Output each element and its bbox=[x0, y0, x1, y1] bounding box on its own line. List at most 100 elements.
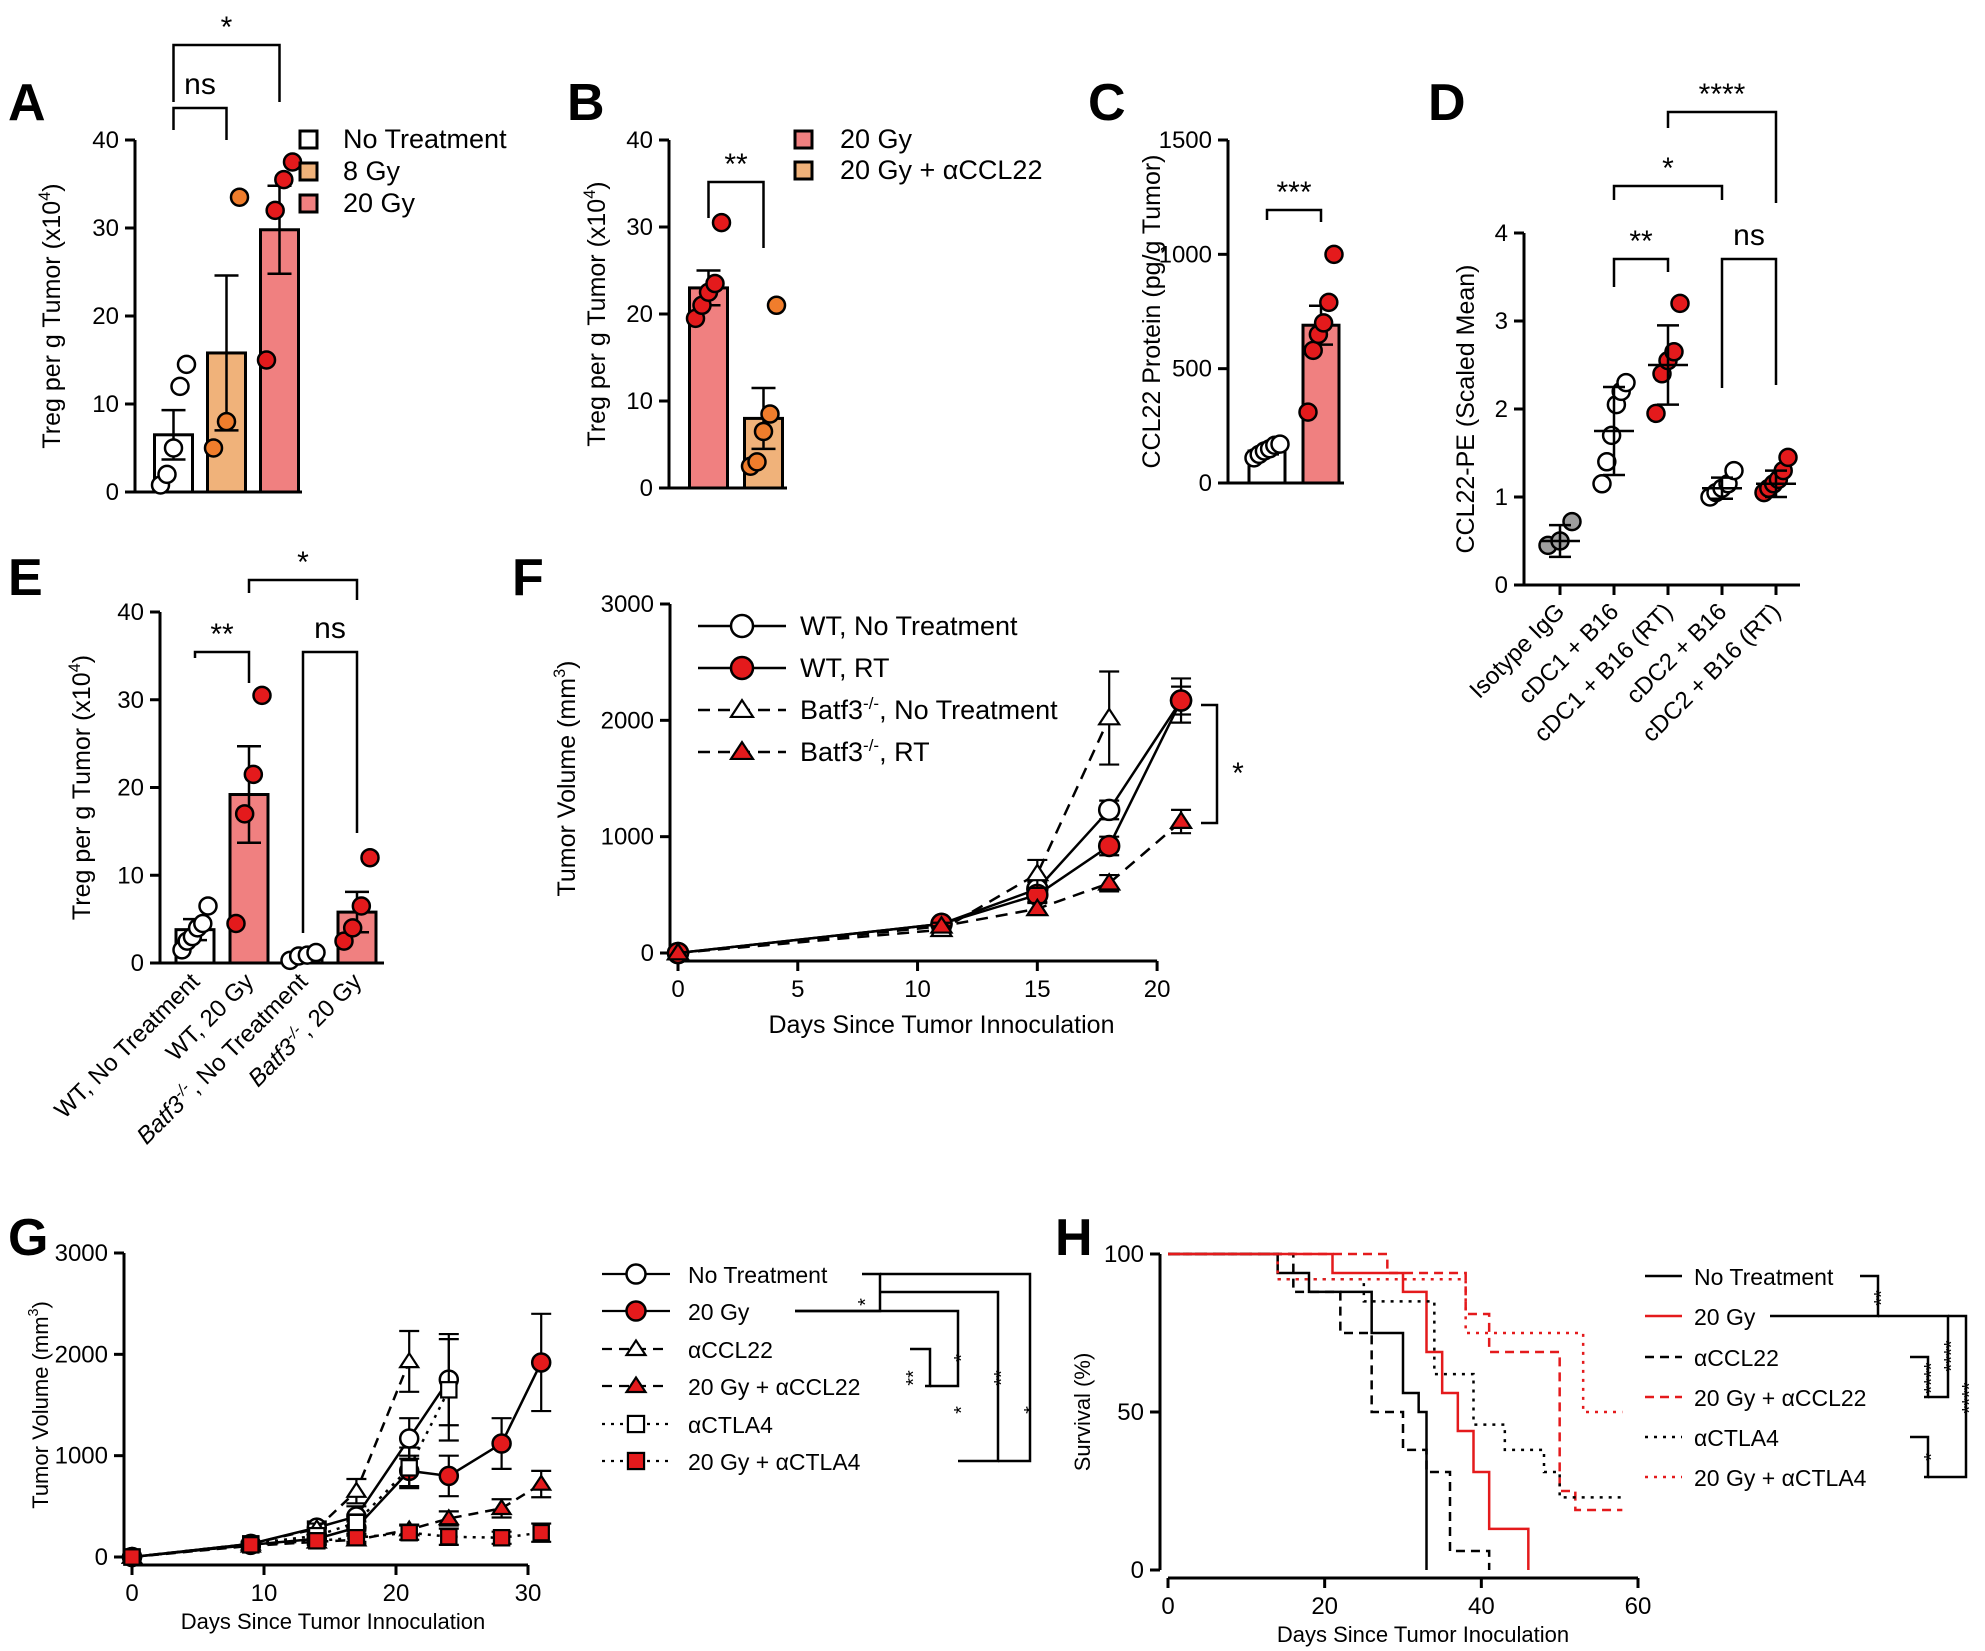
legend-label: αCTLA4 bbox=[1694, 1425, 1779, 1451]
legend-label-base: Batf3 bbox=[800, 695, 863, 725]
data-point bbox=[665, 941, 691, 961]
x-tick-label: 40 bbox=[1468, 1593, 1495, 1620]
data-point bbox=[1778, 447, 1798, 468]
x-tick-label: 0 bbox=[671, 976, 684, 1003]
data-point bbox=[347, 1528, 366, 1547]
comparison-label: * bbox=[855, 1298, 877, 1306]
bracket bbox=[301, 650, 359, 933]
legend-label: αCCL22 bbox=[1694, 1345, 1779, 1371]
y-tick-label: 3 bbox=[1495, 308, 1508, 335]
data-point bbox=[203, 438, 224, 458]
comparison-label: * bbox=[1021, 1406, 1043, 1414]
axis-label-exponent: 4 bbox=[581, 190, 599, 199]
data-point bbox=[1097, 872, 1122, 891]
data-point bbox=[229, 187, 250, 207]
significance-label: * bbox=[221, 11, 233, 44]
bracket bbox=[1612, 257, 1670, 287]
y-tick-label: 2000 bbox=[55, 1341, 108, 1368]
legend-label: WT, No Treatment bbox=[800, 611, 1018, 641]
comparison-label: * bbox=[951, 1354, 973, 1362]
legend-marker bbox=[625, 1300, 647, 1322]
data-point bbox=[1597, 452, 1617, 472]
bracket bbox=[1265, 208, 1323, 222]
series-line bbox=[131, 1360, 411, 1559]
significance-label: ns bbox=[314, 612, 346, 645]
x-axis-label: Days Since Tumor Innoculation bbox=[181, 1609, 486, 1634]
data-point bbox=[1592, 474, 1612, 494]
x-tick-label: 20 bbox=[383, 1580, 410, 1607]
y-tick-label: 0 bbox=[1199, 470, 1212, 497]
series-line bbox=[131, 1482, 542, 1559]
y-tick-label: 500 bbox=[1172, 356, 1212, 383]
data-point bbox=[226, 913, 246, 934]
data-point bbox=[265, 200, 285, 221]
legend-swatch bbox=[298, 193, 319, 214]
panel-label: B bbox=[567, 74, 605, 132]
data-point bbox=[753, 421, 774, 442]
axis-label-end: ) bbox=[28, 1301, 53, 1308]
data-point bbox=[1025, 862, 1050, 882]
data-point bbox=[1097, 834, 1121, 858]
y-tick-label: 20 bbox=[117, 775, 144, 802]
x-tick-label: 5 bbox=[791, 976, 804, 1003]
data-point bbox=[334, 931, 354, 951]
data-point bbox=[929, 915, 954, 934]
y-axis-label: Treg per g Tumor (x104) bbox=[36, 183, 66, 448]
y-tick-label: 4 bbox=[1495, 220, 1508, 247]
comparison-label: **** bbox=[1941, 1340, 1963, 1371]
comparison-bracket bbox=[1770, 1274, 1880, 1318]
comparison-bracket bbox=[1928, 1314, 1968, 1479]
legend-marker bbox=[729, 655, 755, 681]
legend-label-superscript: -/- bbox=[863, 736, 879, 755]
comparison-bracket bbox=[910, 1347, 932, 1388]
legend-label: No Treatment bbox=[343, 124, 507, 154]
data-point bbox=[766, 295, 787, 316]
data-point bbox=[342, 918, 363, 938]
data-point bbox=[492, 1528, 511, 1547]
series-line bbox=[131, 1361, 543, 1559]
axis-label-exponent: 3 bbox=[551, 669, 569, 678]
legend-marker bbox=[626, 1414, 646, 1434]
legend-label-tail: , No Treatment bbox=[879, 695, 1058, 725]
data-point bbox=[1724, 460, 1744, 481]
legend-label: No Treatment bbox=[1694, 1264, 1834, 1290]
axis-label-exponent: 4 bbox=[66, 663, 84, 672]
x-tick-label: 60 bbox=[1625, 1593, 1652, 1620]
data-point bbox=[345, 1481, 368, 1498]
panel-label: D bbox=[1428, 74, 1466, 132]
y-tick-label: 30 bbox=[117, 687, 144, 714]
data-point bbox=[532, 1523, 550, 1542]
legend-label: No Treatment bbox=[688, 1262, 828, 1288]
data-point bbox=[243, 764, 264, 785]
y-axis-label: Treg per g Tumor (x104) bbox=[66, 655, 96, 920]
data-point bbox=[1303, 340, 1323, 361]
comparison-label: * bbox=[1921, 1453, 1943, 1461]
y-tick-label: 0 bbox=[106, 479, 119, 506]
data-point bbox=[1646, 403, 1666, 424]
x-tick-label: 10 bbox=[251, 1580, 278, 1607]
bracket bbox=[1720, 257, 1778, 388]
survival-curve bbox=[1168, 1252, 1623, 1512]
bracket bbox=[1612, 184, 1724, 200]
significance-label: ns bbox=[1733, 219, 1765, 252]
y-tick-label: 20 bbox=[626, 301, 653, 328]
data-point bbox=[747, 452, 767, 472]
data-point bbox=[1616, 372, 1636, 393]
axis-label-main: Tumor Volume (mm bbox=[28, 1316, 53, 1508]
bracket bbox=[172, 43, 281, 102]
data-point bbox=[440, 1527, 458, 1546]
legend-marker bbox=[624, 1338, 648, 1357]
x-axis-label: Days Since Tumor Innoculation bbox=[768, 1011, 1114, 1039]
axis-label-end: ) bbox=[583, 181, 611, 189]
axis-label-main: Treg per g Tumor (x10 bbox=[583, 199, 611, 447]
y-tick-label: 0 bbox=[131, 950, 144, 977]
y-tick-label: 40 bbox=[626, 127, 653, 154]
panel-label: A bbox=[8, 74, 46, 132]
comparison-label: **** bbox=[1959, 1382, 1981, 1413]
y-tick-label: 40 bbox=[92, 127, 119, 154]
legend-label: 20 Gy bbox=[688, 1299, 750, 1325]
survival-curve bbox=[1168, 1252, 1623, 1499]
y-tick-label: 3000 bbox=[601, 591, 654, 618]
x-tick-label: 20 bbox=[1144, 976, 1171, 1003]
